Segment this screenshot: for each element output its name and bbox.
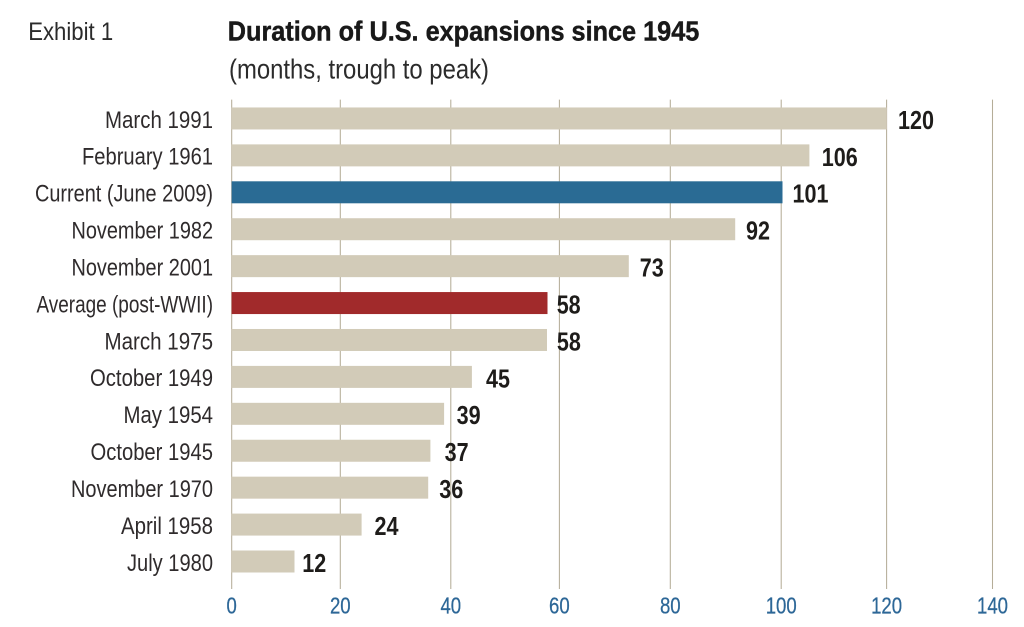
svg-text:October 1949: October 1949: [90, 365, 213, 392]
svg-text:39: 39: [457, 402, 481, 430]
svg-text:April 1958: April 1958: [121, 513, 213, 540]
svg-text:May 1954: May 1954: [124, 402, 214, 429]
svg-text:Exhibit 1: Exhibit 1: [28, 18, 113, 46]
svg-text:45: 45: [486, 365, 510, 393]
svg-text:92: 92: [746, 218, 770, 246]
svg-text:58: 58: [557, 291, 581, 319]
svg-text:73: 73: [640, 255, 664, 283]
svg-text:(months, trough to peak): (months, trough to peak): [229, 53, 489, 84]
svg-text:March 1991: March 1991: [105, 107, 213, 134]
svg-text:120: 120: [871, 592, 902, 618]
svg-text:60: 60: [549, 592, 570, 618]
svg-text:80: 80: [660, 592, 681, 618]
svg-text:July 1980: July 1980: [127, 550, 213, 577]
svg-text:20: 20: [330, 592, 351, 618]
svg-text:40: 40: [440, 592, 461, 618]
svg-text:Average (post-WWII): Average (post-WWII): [37, 291, 214, 318]
svg-text:120: 120: [898, 107, 934, 135]
svg-text:58: 58: [557, 328, 581, 356]
svg-text:Duration of U.S. expansions si: Duration of U.S. expansions since 1945: [228, 15, 700, 46]
svg-text:0: 0: [227, 592, 237, 618]
svg-text:106: 106: [822, 144, 858, 172]
svg-text:November 2001: November 2001: [72, 254, 214, 281]
svg-text:100: 100: [766, 592, 797, 618]
svg-text:March 1975: March 1975: [105, 328, 214, 355]
svg-text:February 1961: February 1961: [82, 144, 213, 171]
svg-text:140: 140: [977, 592, 1008, 618]
svg-text:36: 36: [439, 476, 463, 504]
svg-text:24: 24: [375, 513, 400, 541]
svg-text:37: 37: [445, 439, 469, 467]
svg-text:October 1945: October 1945: [91, 439, 214, 466]
svg-text:Current (June 2009): Current (June 2009): [35, 181, 213, 208]
svg-text:November 1970: November 1970: [71, 476, 213, 503]
svg-text:101: 101: [793, 181, 829, 209]
svg-text:12: 12: [302, 550, 326, 578]
svg-text:November 1982: November 1982: [72, 218, 214, 245]
